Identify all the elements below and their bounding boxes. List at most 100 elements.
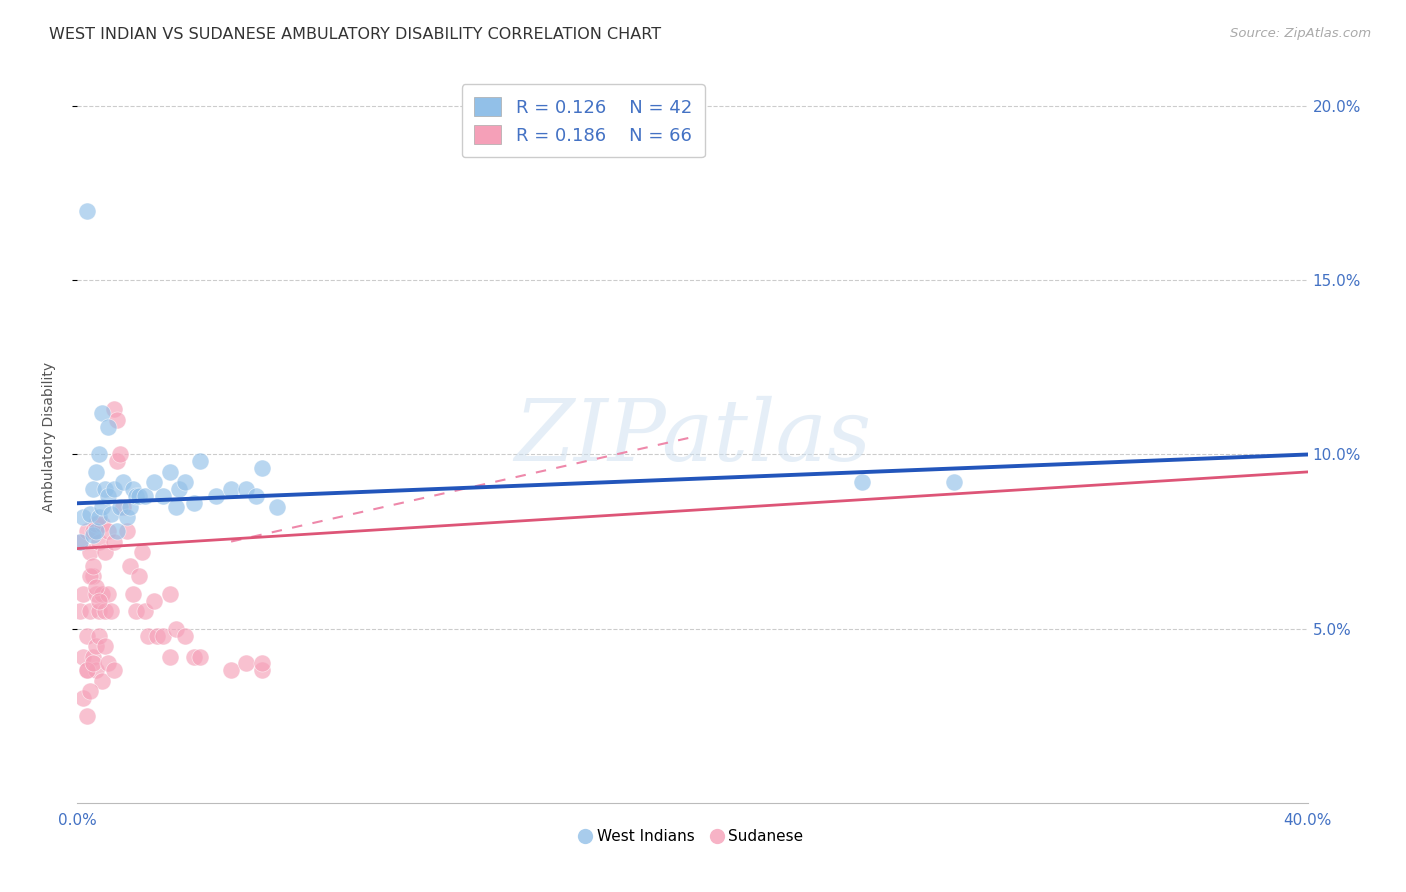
Point bbox=[82, 524, 104, 538]
Point bbox=[103, 483, 125, 497]
Point bbox=[152, 489, 174, 503]
Point bbox=[84, 639, 107, 653]
Point bbox=[100, 507, 122, 521]
Point bbox=[266, 500, 288, 514]
Legend: West Indians, Sudanese: West Indians, Sudanese bbox=[575, 822, 810, 850]
Text: WEST INDIAN VS SUDANESE AMBULATORY DISABILITY CORRELATION CHART: WEST INDIAN VS SUDANESE AMBULATORY DISAB… bbox=[49, 27, 661, 42]
Point bbox=[87, 534, 110, 549]
Point bbox=[79, 684, 101, 698]
Point bbox=[84, 587, 107, 601]
Point bbox=[250, 461, 273, 475]
Point bbox=[250, 664, 273, 678]
Point bbox=[90, 517, 114, 532]
Text: ZIPatlas: ZIPatlas bbox=[513, 396, 872, 478]
Point bbox=[183, 649, 205, 664]
Point bbox=[94, 639, 117, 653]
Point bbox=[79, 545, 101, 559]
Point bbox=[219, 664, 242, 678]
Point bbox=[79, 569, 101, 583]
Point bbox=[219, 483, 242, 497]
Point bbox=[103, 534, 125, 549]
Point bbox=[84, 580, 107, 594]
Point bbox=[90, 406, 114, 420]
Point bbox=[121, 483, 143, 497]
Point bbox=[90, 673, 114, 688]
Point bbox=[100, 604, 122, 618]
Point bbox=[125, 489, 148, 503]
Point bbox=[188, 454, 212, 468]
Point bbox=[87, 510, 110, 524]
Point bbox=[105, 412, 128, 426]
Point bbox=[118, 558, 141, 573]
Point bbox=[82, 569, 104, 583]
Point bbox=[76, 708, 98, 723]
Point bbox=[97, 587, 120, 601]
Point bbox=[146, 629, 169, 643]
Point bbox=[121, 587, 143, 601]
Point bbox=[69, 604, 91, 618]
Point bbox=[76, 524, 98, 538]
Point bbox=[143, 475, 166, 490]
Point bbox=[174, 475, 197, 490]
Point bbox=[942, 475, 965, 490]
Point bbox=[97, 489, 120, 503]
Point bbox=[76, 203, 98, 218]
Point bbox=[90, 587, 114, 601]
Point bbox=[115, 510, 138, 524]
Y-axis label: Ambulatory Disability: Ambulatory Disability bbox=[42, 362, 56, 512]
Point bbox=[97, 657, 120, 671]
Point bbox=[204, 489, 226, 503]
Point bbox=[82, 657, 104, 671]
Point bbox=[128, 569, 150, 583]
Point bbox=[103, 664, 125, 678]
Point bbox=[136, 629, 159, 643]
Point bbox=[128, 489, 150, 503]
Point bbox=[72, 587, 94, 601]
Point bbox=[94, 483, 117, 497]
Point bbox=[76, 664, 98, 678]
Point bbox=[94, 545, 117, 559]
Point bbox=[76, 629, 98, 643]
Point bbox=[82, 558, 104, 573]
Point bbox=[188, 649, 212, 664]
Point bbox=[143, 594, 166, 608]
Point bbox=[84, 465, 107, 479]
Point bbox=[165, 622, 187, 636]
Point bbox=[84, 517, 107, 532]
Point bbox=[82, 649, 104, 664]
Point bbox=[174, 629, 197, 643]
Point bbox=[131, 545, 153, 559]
Point bbox=[94, 604, 117, 618]
Point bbox=[851, 475, 873, 490]
Point bbox=[112, 475, 135, 490]
Point bbox=[84, 664, 107, 678]
Point bbox=[105, 454, 128, 468]
Point bbox=[82, 483, 104, 497]
Point bbox=[97, 524, 120, 538]
Point bbox=[79, 604, 101, 618]
Point bbox=[84, 524, 107, 538]
Point bbox=[134, 489, 156, 503]
Point bbox=[159, 587, 181, 601]
Point bbox=[72, 691, 94, 706]
Point bbox=[159, 649, 181, 664]
Point bbox=[69, 534, 91, 549]
Point bbox=[105, 524, 128, 538]
Point bbox=[112, 500, 135, 514]
Point bbox=[165, 500, 187, 514]
Point bbox=[250, 657, 273, 671]
Point bbox=[79, 507, 101, 521]
Point bbox=[167, 483, 190, 497]
Point bbox=[87, 594, 110, 608]
Point bbox=[76, 664, 98, 678]
Point bbox=[125, 604, 148, 618]
Text: Source: ZipAtlas.com: Source: ZipAtlas.com bbox=[1230, 27, 1371, 40]
Point bbox=[97, 419, 120, 434]
Point bbox=[72, 510, 94, 524]
Point bbox=[183, 496, 205, 510]
Point bbox=[245, 489, 267, 503]
Point bbox=[72, 649, 94, 664]
Point bbox=[87, 448, 110, 462]
Point bbox=[235, 483, 257, 497]
Point bbox=[82, 527, 104, 541]
